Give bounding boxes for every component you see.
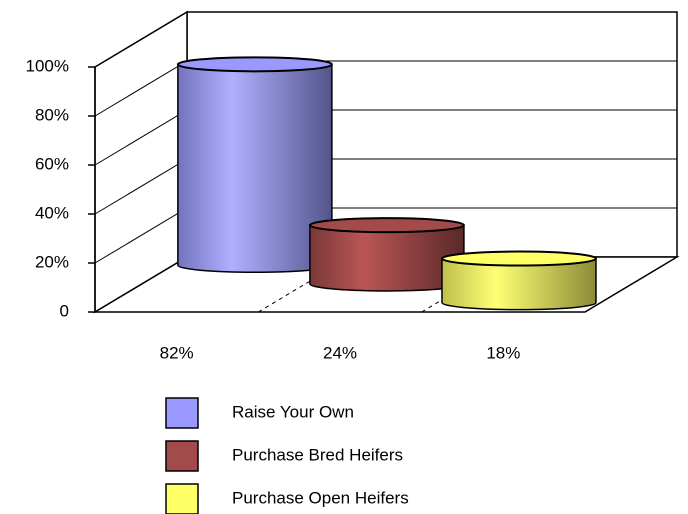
legend-swatch — [165, 440, 199, 472]
labels: 0 20% 40% 60% 80% 100% 82% 24% 18% — [26, 56, 521, 362]
legend-label: Raise Your Own — [232, 402, 354, 421]
cylinder-top — [440, 250, 597, 267]
y-tick-label: 100% — [26, 56, 69, 75]
y-tick-label: 60% — [35, 154, 69, 173]
y-tick-label: 0 — [60, 301, 69, 320]
legend-swatch — [165, 483, 199, 514]
cylinder-top — [308, 217, 465, 234]
legend-label: Purchase Open Heifers — [232, 488, 409, 507]
y-tick-label: 40% — [35, 203, 69, 222]
grid-line — [94, 11, 677, 68]
bars — [176, 56, 597, 311]
x-tick-label: 24% — [323, 343, 357, 362]
cylinder-body — [309, 224, 465, 292]
legend-swatch — [165, 397, 199, 429]
cylinder-body — [441, 257, 597, 311]
y-tick-label: 80% — [35, 105, 69, 124]
x-tick-label: 82% — [160, 343, 194, 362]
cylinder-body — [177, 63, 333, 273]
legend: Raise Your Own Purchase Bred Heifers Purch… — [165, 397, 409, 514]
legend-label: Purchase Bred Heifers — [232, 445, 403, 464]
cylinder-top — [176, 56, 333, 73]
x-tick-label: 18% — [486, 343, 520, 362]
y-tick-label: 20% — [35, 252, 69, 271]
